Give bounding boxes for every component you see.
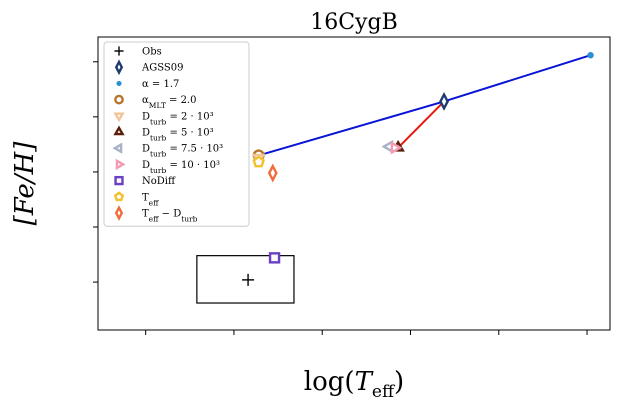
track-line-red: [397, 100, 445, 149]
legend-marker-obs: [114, 46, 124, 56]
legend-marker-agss09: [114, 59, 124, 76]
plot-frame: [97, 36, 611, 331]
data-point-agss09: [439, 91, 449, 111]
data-point-t-eff: [252, 155, 265, 168]
legend-label-nodiff: NoDiff: [142, 176, 176, 187]
legend-label-d-turb-5-10: Dturb = 5 · 10³: [142, 128, 214, 143]
legend-marker-d-turb-2-10: [113, 112, 125, 123]
legend-marker-d-turb-5-10: [113, 125, 125, 136]
legend-label-d-turb-7-5-10: Dturb = 7.5 · 10³: [142, 144, 223, 159]
legend-marker-t-eff-d-turb: [114, 205, 124, 221]
legend-label-agss09: AGSS09: [141, 63, 183, 74]
legend-marker-t-eff: [113, 191, 125, 202]
legend-marker-mlt-2-0: [114, 94, 124, 105]
legend-label-d-turb-2-10: Dturb = 2 · 10³: [142, 111, 214, 126]
plot-content: [196, 51, 594, 304]
data-point-t-eff-d-turb: [267, 163, 278, 183]
legend-label-t-eff: Teff: [142, 192, 159, 207]
y-axis-label: [Fe/H]: [10, 141, 40, 226]
data-point-d-turb-10-10: [390, 140, 403, 155]
legend-marker-1-7: [116, 80, 122, 86]
legend-label-mlt-2-0: αMLT = 2.0: [142, 95, 196, 110]
legend-marker-d-turb-7-5-10: [112, 142, 123, 154]
chart-title: 16CygB: [310, 10, 398, 35]
obs-uncertainty-box: [196, 255, 295, 304]
legend-box: [103, 41, 250, 227]
data-point-nodiff: [268, 252, 281, 264]
x-axis-label: log(Teff): [304, 367, 404, 398]
data-point-1-7: [587, 51, 594, 59]
legend-label-t-eff-d-turb: Teff − Dturb: [142, 209, 198, 224]
legend-label-obs: Obs: [142, 47, 162, 58]
legend-label-d-turb-10-10: Dturb = 10 · 10³: [142, 160, 220, 175]
legend-marker-d-turb-10-10: [115, 158, 126, 171]
axis-ticks: [93, 61, 588, 335]
track-line-blue: [258, 54, 591, 157]
legend-label-1-7: α = 1.7: [142, 79, 179, 90]
legend-marker-nodiff: [114, 175, 124, 186]
data-point-obs: [242, 273, 255, 286]
